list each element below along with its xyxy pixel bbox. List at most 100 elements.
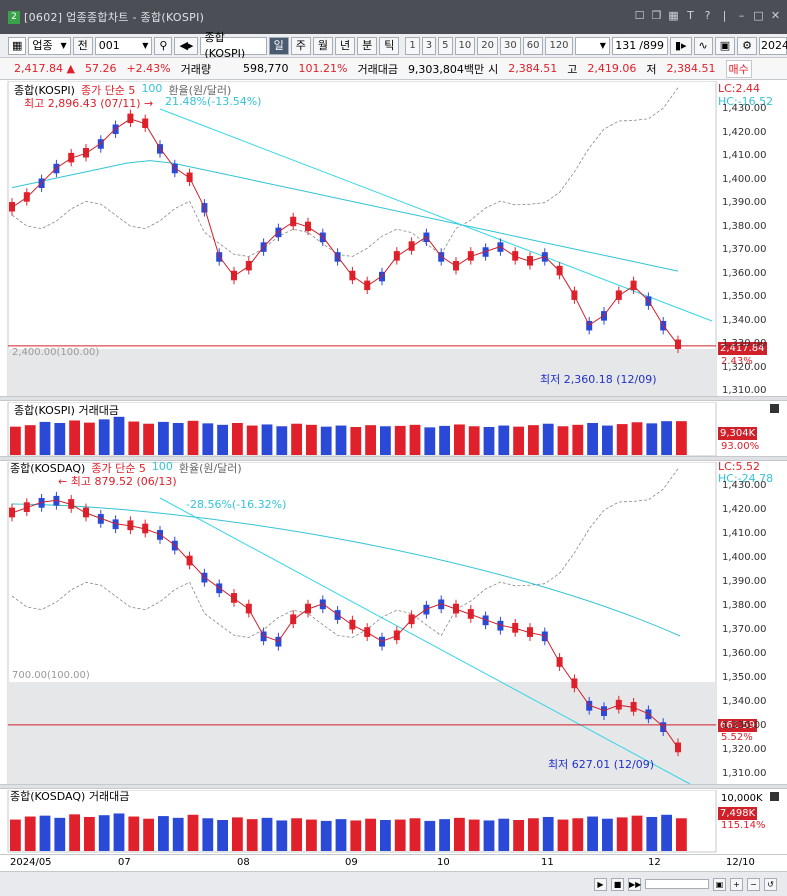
candle (497, 620, 504, 631)
volume-bar (335, 425, 347, 455)
grid-icon[interactable]: ▦ (8, 36, 27, 55)
volume-bar (616, 424, 628, 455)
interval-10[interactable]: 10 (454, 36, 476, 55)
fast-forward-icon[interactable]: ▶▶ (628, 877, 642, 891)
pipe-icon: | (722, 9, 727, 22)
interval-20[interactable]: 20 (477, 36, 498, 55)
kospi-max-change: 21.48%(-13.54%) (165, 95, 262, 108)
gear-icon[interactable]: ⚙ (737, 36, 758, 55)
candle (38, 498, 45, 508)
quote-bar: 2,417.84 ▲ 57.26 +2.43% 거래량 598,770 101.… (0, 58, 787, 80)
all-button[interactable]: 전 (72, 36, 93, 55)
search-icon[interactable]: ⚲ (154, 36, 173, 55)
kospi-baseline: 2,400.00(100.00) (12, 347, 100, 358)
volume-bar (143, 818, 154, 851)
font-icon[interactable]: T (687, 9, 694, 22)
interval-5[interactable]: 5 (438, 36, 453, 55)
amount-value: 9,303,804백만 (407, 62, 485, 76)
interval-custom-select[interactable]: ▼ (574, 36, 610, 55)
fx-tick-label: 1,420.00 (722, 504, 767, 515)
tools-icon[interactable]: ▮▸ (669, 36, 692, 55)
date-label: 10 (437, 857, 450, 868)
fx-tick-label: 1,320.00 (722, 361, 767, 373)
help-icon[interactable]: ? (704, 9, 711, 22)
stop-icon[interactable]: ■ (611, 877, 624, 891)
date-field[interactable]: 2024 (759, 36, 787, 55)
period-year[interactable]: 년 (335, 36, 356, 55)
fx-tick-label: 1,360.00 (722, 267, 767, 279)
interval-3[interactable]: 3 (421, 36, 437, 55)
kospi-price-chart[interactable] (0, 81, 787, 401)
kospi-volume-pct: 93.00% (721, 441, 760, 452)
kospi-volume-chart[interactable] (0, 402, 787, 458)
date-field-value: 2024 (761, 38, 787, 52)
interval-60[interactable]: 60 (522, 36, 544, 55)
play-icon[interactable]: ▶ (594, 877, 607, 891)
fx-tick-label: 1,380.00 (722, 220, 767, 232)
minimize-icon[interactable]: – (738, 9, 745, 22)
volume-bar (602, 818, 613, 851)
market-select[interactable]: 업종 ▼ (28, 36, 71, 55)
kosdaq-price-chart[interactable] (0, 462, 787, 786)
copy-icon[interactable]: ❐ (651, 9, 662, 22)
volume-bar (335, 819, 347, 851)
volume-bar (217, 424, 228, 455)
period-tick[interactable]: 틱 (379, 36, 400, 55)
high-label: 고 (567, 62, 578, 76)
kosdaq-last-value: 661.59 (718, 719, 757, 732)
sound-icon[interactable]: ◀▸ (174, 36, 199, 55)
link-icon[interactable]: ☐ (634, 9, 645, 22)
save-icon[interactable]: ▣ (714, 36, 736, 55)
title-icons: ☐ ❐ ▦ T ? | – □ ✕ (634, 9, 781, 22)
count-field[interactable]: 131/899 (611, 36, 668, 55)
panel-splitter[interactable] (0, 784, 787, 789)
period-minute[interactable]: 분 (357, 36, 378, 55)
close-icon[interactable]: ✕ (770, 9, 781, 22)
interval-120[interactable]: 120 (545, 36, 573, 55)
kosdaq-volume-legend: 종합(KOSDAQ) 거래대금 (10, 788, 129, 804)
kosdaq-legend: 종합(KOSDAQ) 종가 단순 5 100 환율(원/달러) (10, 460, 242, 476)
panel-close-icon[interactable] (770, 792, 779, 801)
up-arrow-icon: ▲ (66, 62, 75, 75)
settings-icon[interactable]: ▦ (668, 9, 679, 22)
panel-splitter[interactable] (0, 456, 787, 461)
plot-area (7, 81, 717, 397)
volume-bar (528, 425, 539, 455)
volume-bar (232, 423, 243, 455)
volume-bar (454, 424, 465, 455)
volume-bar (557, 426, 569, 455)
period-day[interactable]: 일 (268, 36, 289, 55)
volume-bar (98, 419, 110, 455)
amount-label: 거래대금 (357, 62, 398, 76)
kosdaq-min-label: 최저 627.01 (12/09) (548, 758, 655, 771)
interval-1[interactable]: 1 (405, 36, 420, 55)
volume-bar (10, 819, 21, 851)
arrow-right-icon: → (144, 97, 154, 110)
zoom-out-icon[interactable]: − (747, 877, 760, 891)
reset-icon[interactable]: ↺ (764, 877, 777, 891)
volume-bar (498, 818, 510, 851)
panel-splitter[interactable] (0, 396, 787, 401)
candle (586, 700, 593, 711)
chevron-down-icon: ▼ (142, 40, 149, 50)
zoom-in-icon[interactable]: + (730, 877, 743, 891)
volume-bar (202, 423, 214, 455)
chart-scrollbar[interactable]: ▶ ■ ▶▶ ▣ + − ↺ (0, 871, 787, 896)
candle (127, 113, 134, 124)
zoom-slider[interactable] (645, 879, 709, 889)
panel-close-icon[interactable] (770, 404, 779, 413)
fx-tick-label: 1,330.00 (722, 720, 767, 731)
period-week[interactable]: 주 (290, 36, 311, 55)
chart-style-icon[interactable]: ∿ (693, 36, 713, 55)
kosdaq-volume-chart[interactable] (0, 790, 787, 854)
capture-icon[interactable]: ▣ (713, 877, 726, 891)
extra-tab[interactable]: 매수 (725, 59, 752, 78)
code-input[interactable]: 001 ▼ (94, 36, 153, 55)
volume-bar (39, 421, 51, 455)
volume-bar (10, 426, 21, 455)
date-label: 12/10 (726, 857, 755, 868)
period-month[interactable]: 월 (312, 36, 334, 55)
maximize-icon[interactable]: □ (753, 9, 764, 22)
fx-tick-label: 1,390.00 (722, 576, 767, 587)
interval-30[interactable]: 30 (499, 36, 521, 55)
